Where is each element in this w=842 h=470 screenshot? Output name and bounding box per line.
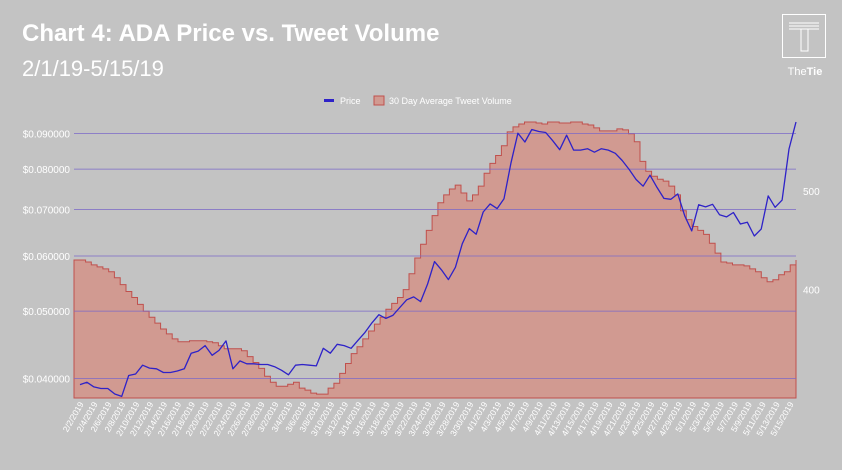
legend-swatch-price [324, 99, 334, 102]
y-left-tick-label: $0.080000 [23, 165, 71, 176]
logo-text-tie: Tie [806, 66, 823, 78]
legend-label-tweet-volume: 30 Day Average Tweet Volume [389, 96, 512, 106]
y-left-tick-label: $0.040000 [23, 375, 71, 386]
y-left-tick-label: $0.060000 [23, 252, 71, 263]
y-left-tick-label: $0.070000 [23, 205, 71, 216]
chart-subtitle: 2/1/19-5/15/19 [22, 56, 164, 81]
series-tweet-volume-area [73, 121, 797, 399]
chart-title: Chart 4: ADA Price vs. Tweet Volume [22, 20, 440, 47]
the-tie-logo-icon [782, 14, 826, 58]
legend-swatch-tweet-volume [373, 95, 385, 106]
y-left-tick-label: $0.090000 [23, 130, 71, 141]
y-right-tick-label: 400 [803, 286, 820, 297]
legend-label-price: Price [340, 96, 361, 106]
logo-text-the: The [787, 66, 807, 78]
y-left-tick-label: $0.050000 [23, 307, 71, 318]
the-tie-logo: TheTie [778, 14, 828, 84]
series-price-line [79, 121, 797, 398]
the-tie-logo-text: TheTie [778, 66, 832, 78]
y-right-tick-label: 500 [803, 187, 820, 198]
